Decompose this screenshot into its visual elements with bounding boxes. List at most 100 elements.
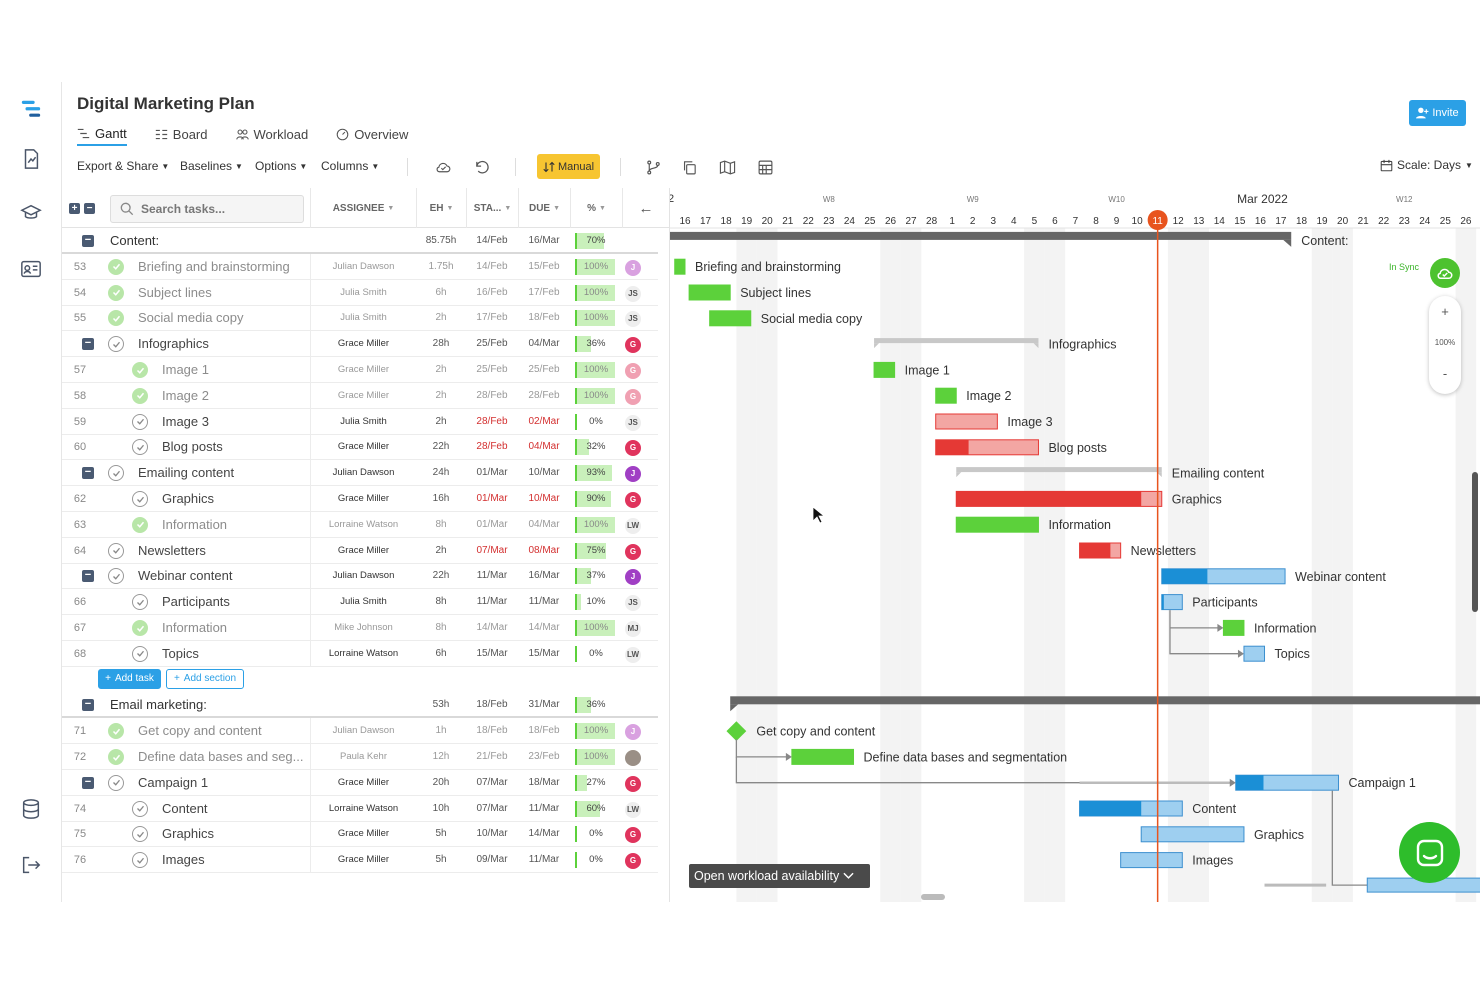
- task-name[interactable]: Image 2: [162, 387, 209, 403]
- due-date[interactable]: 04/Mar: [528, 518, 560, 530]
- table-row[interactable]: 63 Information Lorraine Watson LW 8h 01/Mar 04…: [62, 511, 658, 538]
- start-date[interactable]: 01/Mar: [476, 493, 508, 504]
- column-header-due[interactable]: DUE ▼: [518, 188, 570, 228]
- start-date[interactable]: 07/Mar: [476, 776, 508, 788]
- due-date[interactable]: 25/Feb: [528, 364, 560, 375]
- export-share-menu[interactable]: Export & Share ▼: [77, 159, 169, 173]
- avatar[interactable]: [625, 750, 641, 766]
- table-row[interactable]: 74 Content Lorraine Watson LW 10h 07/Mar 11/Ma…: [62, 795, 658, 822]
- task-assignee[interactable]: Lorraine Watson: [310, 795, 416, 822]
- columns-menu[interactable]: Columns ▼: [321, 159, 379, 173]
- avatar[interactable]: G: [625, 363, 641, 379]
- start-date[interactable]: 28/Feb: [476, 441, 508, 453]
- collapse-all-icon[interactable]: −: [84, 203, 95, 214]
- scale-selector[interactable]: Scale: Days ▼: [1380, 158, 1473, 172]
- task-complete-checkbox[interactable]: [132, 387, 148, 404]
- chat-button[interactable]: [1399, 822, 1460, 883]
- task-complete-checkbox[interactable]: [132, 800, 148, 817]
- progress-percent[interactable]: 100%: [575, 258, 615, 275]
- cloud-save-icon[interactable]: [433, 157, 453, 177]
- task-name[interactable]: Get copy and content: [138, 723, 262, 739]
- collapse-grid-arrow-icon[interactable]: ←: [622, 188, 669, 228]
- task-complete-checkbox[interactable]: [108, 749, 124, 765]
- due-date[interactable]: 15/Mar: [528, 647, 560, 659]
- task-name[interactable]: Newsletters: [138, 542, 206, 558]
- task-name[interactable]: Participants: [162, 594, 230, 610]
- task-name[interactable]: Images: [162, 852, 205, 868]
- progress-percent[interactable]: 0%: [575, 826, 615, 843]
- task-name[interactable]: Webinar content: [138, 568, 233, 584]
- start-date[interactable]: 14/Mar: [476, 622, 508, 633]
- task-assignee[interactable]: Lorraine Watson: [310, 640, 416, 667]
- avatar[interactable]: J: [625, 569, 641, 586]
- progress-percent[interactable]: 100%: [575, 387, 615, 404]
- table-row[interactable]: − Infographics Grace Miller G 28h 25/Feb 04/Ma…: [62, 331, 658, 358]
- avatar[interactable]: JS: [625, 285, 641, 302]
- task-complete-checkbox[interactable]: [108, 568, 124, 585]
- progress-percent[interactable]: 36%: [575, 336, 615, 353]
- due-date[interactable]: 15/Feb: [528, 260, 560, 272]
- avatar[interactable]: LW: [625, 646, 641, 663]
- task-name[interactable]: Social media copy: [138, 310, 244, 326]
- table-row[interactable]: 53 Briefing and brainstorming Julian Dawso…: [62, 253, 658, 280]
- progress-percent[interactable]: 36%: [575, 697, 615, 714]
- add-section-button[interactable]: + Add section: [166, 668, 244, 689]
- task-complete-checkbox[interactable]: [132, 594, 148, 611]
- table-row[interactable]: − Emailing content Julian Dawson J 24h 01/Mar…: [62, 460, 658, 487]
- due-date[interactable]: 11/Mar: [528, 802, 560, 814]
- table-row[interactable]: 58 Image 2 Grace Miller G 2h 28/Feb 28/Feb 100%: [62, 382, 658, 409]
- task-complete-checkbox[interactable]: [132, 852, 148, 869]
- task-assignee[interactable]: Grace Miller: [310, 821, 416, 848]
- table-row[interactable]: 54 Subject lines Julia Smith JS 6h 16/Feb 17/F…: [62, 279, 658, 306]
- task-assignee[interactable]: Julia Smith: [310, 279, 416, 306]
- avatar[interactable]: LW: [625, 517, 641, 534]
- progress-percent[interactable]: 93%: [575, 465, 615, 482]
- collapse-section-icon[interactable]: −: [82, 235, 94, 247]
- table-row[interactable]: 68 Topics Lorraine Watson LW 6h 15/Mar 15/Mar 0…: [62, 640, 658, 667]
- tab-gantt[interactable]: Gantt: [77, 122, 127, 146]
- column-header-eh[interactable]: EH ▼: [416, 188, 466, 228]
- progress-percent[interactable]: 32%: [575, 439, 615, 456]
- column-header-percent[interactable]: % ▼: [570, 188, 622, 228]
- avatar[interactable]: G: [625, 492, 641, 508]
- start-date[interactable]: 01/Mar: [476, 467, 508, 479]
- task-name[interactable]: Graphics: [162, 491, 215, 506]
- calculator-icon[interactable]: [755, 157, 775, 177]
- task-name[interactable]: Blog posts: [162, 439, 223, 455]
- baselines-menu[interactable]: Baselines ▼: [180, 159, 243, 173]
- task-assignee[interactable]: Julian Dawson: [310, 253, 416, 280]
- collapse-group-icon[interactable]: −: [82, 338, 94, 351]
- progress-percent[interactable]: 100%: [575, 749, 615, 765]
- task-complete-checkbox[interactable]: [108, 465, 124, 482]
- task-assignee[interactable]: Grace Miller: [310, 382, 416, 409]
- horizontal-scrollbar[interactable]: [921, 894, 945, 900]
- task-assignee[interactable]: Grace Miller: [310, 537, 416, 564]
- progress-percent[interactable]: 60%: [575, 800, 615, 817]
- invite-button[interactable]: Invite: [1409, 100, 1466, 126]
- progress-percent[interactable]: 100%: [575, 310, 615, 327]
- task-complete-checkbox[interactable]: [132, 362, 148, 378]
- task-complete-checkbox[interactable]: [132, 491, 148, 507]
- task-name[interactable]: Topics: [162, 645, 199, 661]
- task-name[interactable]: Define data bases and seg...: [138, 749, 304, 764]
- start-date[interactable]: 25/Feb: [476, 338, 508, 350]
- reports-icon[interactable]: [18, 146, 44, 172]
- task-name[interactable]: Graphics: [162, 826, 215, 842]
- progress-percent[interactable]: 0%: [575, 645, 615, 662]
- avatar[interactable]: G: [625, 543, 641, 560]
- copy-icon[interactable]: [679, 157, 699, 177]
- progress-percent[interactable]: 0%: [575, 852, 615, 869]
- open-workload-button[interactable]: Open workload availability: [689, 864, 870, 888]
- task-name[interactable]: Campaign 1: [138, 774, 209, 790]
- table-row[interactable]: 55 Social media copy Julia Smith JS 2h 17/Feb…: [62, 305, 658, 332]
- start-date[interactable]: 25/Feb: [476, 364, 508, 375]
- progress-percent[interactable]: 100%: [575, 620, 615, 636]
- task-assignee[interactable]: Julia Smith: [310, 589, 416, 616]
- table-row[interactable]: 72 Define data bases and seg... Paula Kehr…: [62, 744, 658, 770]
- task-assignee[interactable]: Julia Smith: [310, 408, 416, 435]
- task-complete-checkbox[interactable]: [108, 542, 124, 559]
- task-assignee[interactable]: Lorraine Watson: [310, 511, 416, 538]
- column-header-assignee[interactable]: ASSIGNEE ▼: [310, 188, 416, 228]
- progress-percent[interactable]: 10%: [575, 594, 615, 611]
- progress-percent[interactable]: 75%: [575, 542, 615, 559]
